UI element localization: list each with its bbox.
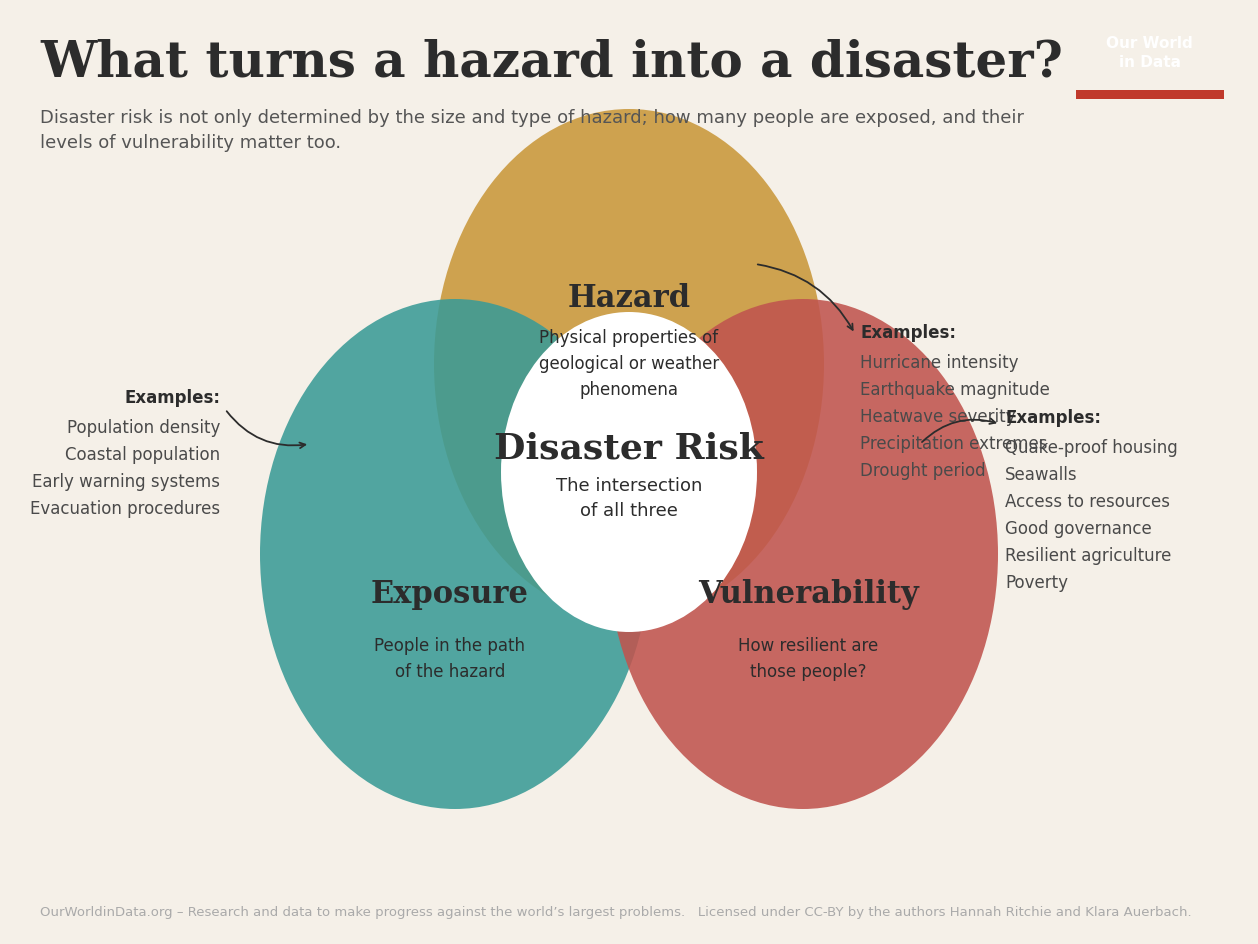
Text: Examples:: Examples:	[1005, 409, 1101, 427]
Text: People in the path
of the hazard: People in the path of the hazard	[375, 637, 526, 681]
Text: How resilient are
those people?: How resilient are those people?	[738, 637, 878, 681]
Text: Vulnerability: Vulnerability	[698, 579, 918, 610]
Ellipse shape	[608, 299, 998, 809]
Text: What turns a hazard into a disaster?: What turns a hazard into a disaster?	[40, 39, 1063, 88]
Text: Population density
Coastal population
Early warning systems
Evacuation procedure: Population density Coastal population Ea…	[30, 419, 220, 518]
Ellipse shape	[260, 299, 650, 809]
Text: Examples:: Examples:	[125, 389, 220, 407]
Ellipse shape	[501, 312, 757, 632]
Text: Disaster Risk: Disaster Risk	[494, 432, 764, 466]
Text: Exposure: Exposure	[371, 579, 530, 610]
Text: The intersection
of all three: The intersection of all three	[556, 478, 702, 520]
Text: Hurricane intensity
Earthquake magnitude
Heatwave severity
Precipitation extreme: Hurricane intensity Earthquake magnitude…	[860, 354, 1050, 480]
Text: Examples:: Examples:	[860, 324, 956, 342]
Text: Disaster risk is not only determined by the size and type of hazard; how many pe: Disaster risk is not only determined by …	[40, 109, 1024, 152]
Bar	[1076, 90, 1224, 99]
Text: Hazard: Hazard	[567, 283, 691, 314]
Ellipse shape	[434, 109, 824, 619]
Text: Our World
in Data: Our World in Data	[1107, 36, 1193, 70]
Text: OurWorldinData.org – Research and data to make progress against the world’s larg: OurWorldinData.org – Research and data t…	[40, 906, 1191, 919]
Text: Quake-proof housing
Seawalls
Access to resources
Good governance
Resilient agric: Quake-proof housing Seawalls Access to r…	[1005, 439, 1177, 593]
Text: Physical properties of
geological or weather
phenomena: Physical properties of geological or wea…	[538, 329, 720, 398]
